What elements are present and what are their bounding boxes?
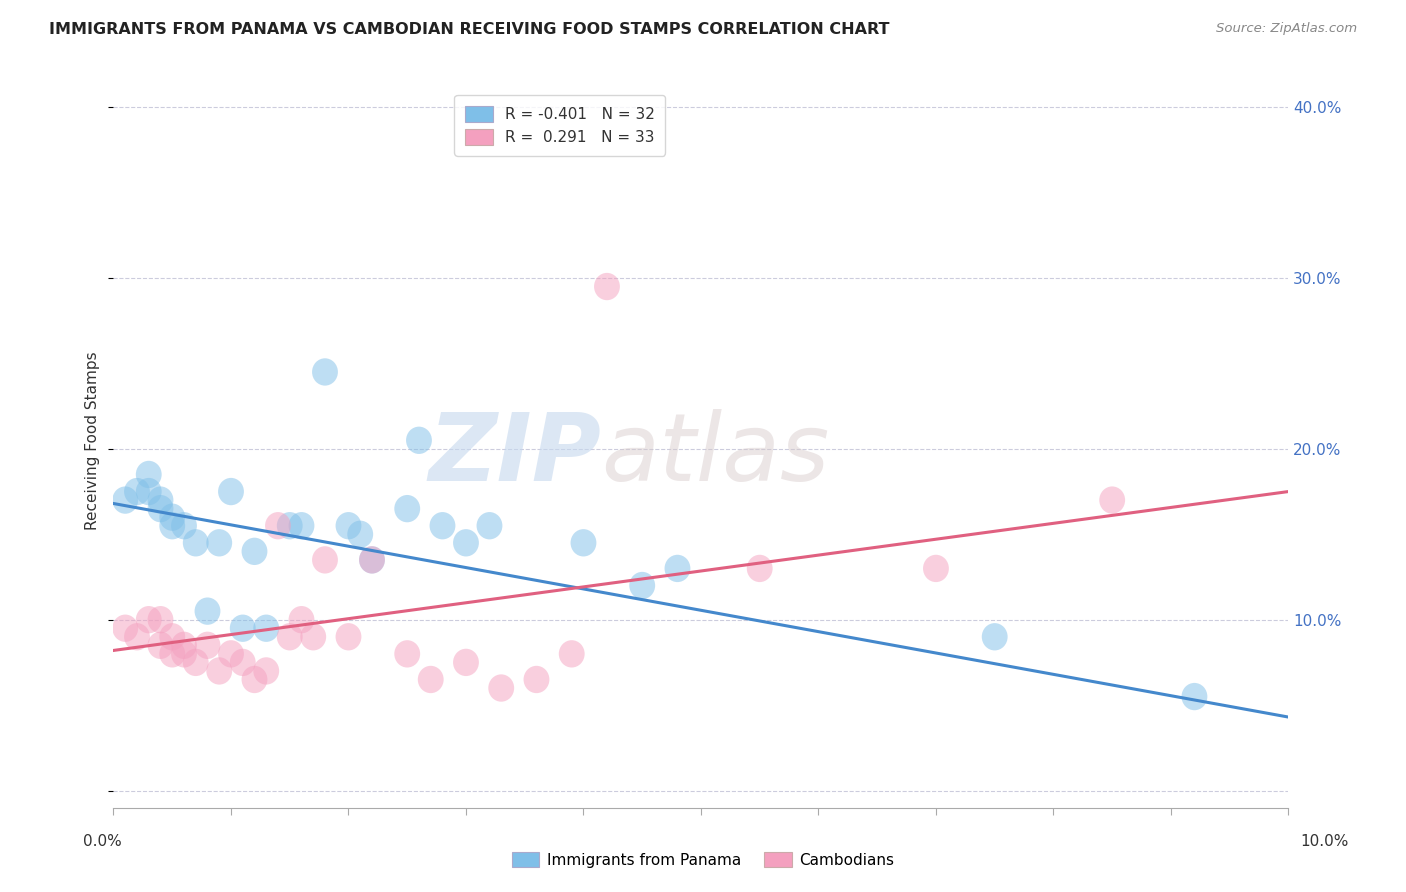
- Ellipse shape: [523, 665, 550, 693]
- Ellipse shape: [981, 624, 1008, 650]
- Ellipse shape: [558, 640, 585, 667]
- Text: IMMIGRANTS FROM PANAMA VS CAMBODIAN RECEIVING FOOD STAMPS CORRELATION CHART: IMMIGRANTS FROM PANAMA VS CAMBODIAN RECE…: [49, 22, 890, 37]
- Ellipse shape: [148, 632, 173, 659]
- Text: Source: ZipAtlas.com: Source: ZipAtlas.com: [1216, 22, 1357, 36]
- Ellipse shape: [218, 640, 243, 667]
- Ellipse shape: [159, 624, 186, 650]
- Ellipse shape: [229, 648, 256, 676]
- Ellipse shape: [148, 606, 173, 633]
- Ellipse shape: [312, 359, 337, 385]
- Ellipse shape: [288, 512, 315, 540]
- Ellipse shape: [288, 606, 315, 633]
- Ellipse shape: [394, 640, 420, 667]
- Text: 0.0%: 0.0%: [83, 834, 122, 848]
- Y-axis label: Receiving Food Stamps: Receiving Food Stamps: [86, 351, 100, 530]
- Ellipse shape: [406, 426, 432, 454]
- Ellipse shape: [112, 486, 138, 514]
- Ellipse shape: [124, 624, 150, 650]
- Ellipse shape: [183, 648, 208, 676]
- Ellipse shape: [665, 555, 690, 582]
- Ellipse shape: [194, 598, 221, 624]
- Ellipse shape: [301, 624, 326, 650]
- Ellipse shape: [747, 555, 773, 582]
- Ellipse shape: [136, 461, 162, 488]
- Ellipse shape: [172, 640, 197, 667]
- Ellipse shape: [418, 665, 444, 693]
- Ellipse shape: [194, 632, 221, 659]
- Ellipse shape: [242, 538, 267, 565]
- Ellipse shape: [172, 632, 197, 659]
- Ellipse shape: [207, 529, 232, 557]
- Text: atlas: atlas: [602, 409, 830, 500]
- Ellipse shape: [218, 478, 243, 505]
- Ellipse shape: [336, 624, 361, 650]
- Ellipse shape: [430, 512, 456, 540]
- Text: 10.0%: 10.0%: [1301, 834, 1348, 848]
- Ellipse shape: [1181, 683, 1208, 710]
- Ellipse shape: [172, 512, 197, 540]
- Ellipse shape: [136, 478, 162, 505]
- Ellipse shape: [922, 555, 949, 582]
- Ellipse shape: [488, 674, 515, 702]
- Ellipse shape: [242, 665, 267, 693]
- Ellipse shape: [159, 503, 186, 531]
- Ellipse shape: [477, 512, 502, 540]
- Ellipse shape: [159, 640, 186, 667]
- Ellipse shape: [1099, 486, 1125, 514]
- Ellipse shape: [595, 273, 620, 301]
- Ellipse shape: [148, 486, 173, 514]
- Ellipse shape: [253, 657, 280, 684]
- Ellipse shape: [630, 572, 655, 599]
- Ellipse shape: [124, 478, 150, 505]
- Ellipse shape: [277, 624, 302, 650]
- Legend: Immigrants from Panama, Cambodians: Immigrants from Panama, Cambodians: [506, 846, 900, 873]
- Ellipse shape: [266, 512, 291, 540]
- Ellipse shape: [229, 615, 256, 642]
- Ellipse shape: [207, 657, 232, 684]
- Ellipse shape: [277, 512, 302, 540]
- Ellipse shape: [394, 495, 420, 523]
- Text: ZIP: ZIP: [429, 409, 602, 501]
- Ellipse shape: [112, 615, 138, 642]
- Ellipse shape: [347, 521, 373, 548]
- Ellipse shape: [453, 648, 479, 676]
- Ellipse shape: [159, 512, 186, 540]
- Ellipse shape: [183, 529, 208, 557]
- Ellipse shape: [253, 615, 280, 642]
- Ellipse shape: [312, 546, 337, 574]
- Ellipse shape: [148, 495, 173, 523]
- Legend: R = -0.401   N = 32, R =  0.291   N = 33: R = -0.401 N = 32, R = 0.291 N = 33: [454, 95, 665, 155]
- Ellipse shape: [359, 546, 385, 574]
- Ellipse shape: [136, 606, 162, 633]
- Ellipse shape: [336, 512, 361, 540]
- Ellipse shape: [359, 546, 385, 574]
- Ellipse shape: [571, 529, 596, 557]
- Ellipse shape: [453, 529, 479, 557]
